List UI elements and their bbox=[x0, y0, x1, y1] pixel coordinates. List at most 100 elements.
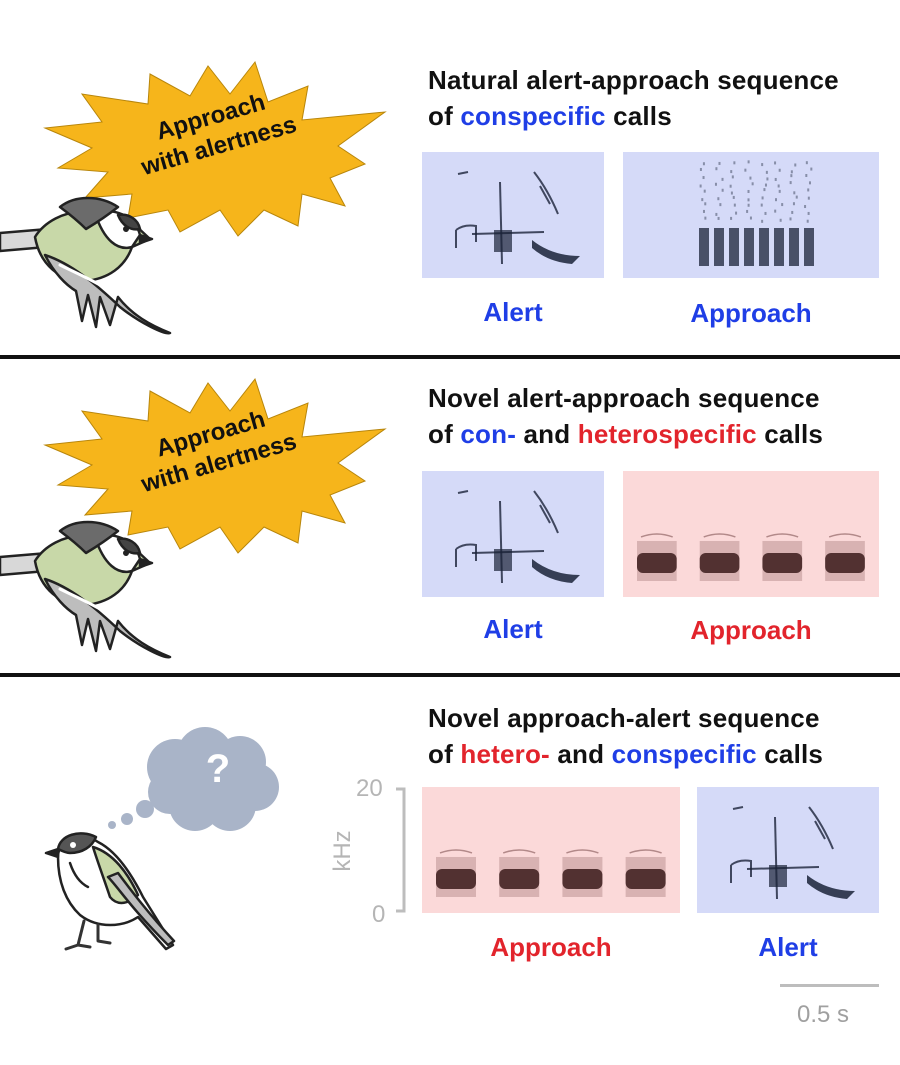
harmonic-speck bbox=[777, 184, 780, 188]
panel-heading: Natural alert-approach sequence of consp… bbox=[428, 62, 839, 134]
heading-text: calls bbox=[756, 739, 824, 769]
heading-line-1: Novel approach-alert sequence bbox=[428, 703, 820, 733]
alert-trace bbox=[494, 230, 512, 252]
note-shadow bbox=[637, 540, 677, 581]
harmonic-speck bbox=[764, 211, 767, 215]
harmonic-trace bbox=[640, 533, 673, 538]
harmonic-speck bbox=[744, 168, 747, 172]
question-mark: ? bbox=[205, 747, 231, 791]
harmonic-speck bbox=[795, 195, 798, 199]
harmonic-speck bbox=[699, 184, 702, 188]
harmonic-trace bbox=[439, 849, 473, 854]
axis-ymin-label: 0 bbox=[372, 901, 386, 928]
harmonic-speck bbox=[718, 161, 721, 165]
harmonic-trace bbox=[703, 533, 736, 538]
alert-trace bbox=[457, 171, 469, 175]
harmonic-speck bbox=[763, 188, 766, 192]
harmonic-trace bbox=[566, 849, 599, 854]
harmonic-speck bbox=[715, 167, 718, 171]
approach-note bbox=[762, 552, 803, 573]
alert-trace bbox=[732, 806, 744, 810]
alert-trace bbox=[455, 543, 477, 567]
panel-natural-sequence: Approach with alertness Natural alert-ap… bbox=[0, 0, 900, 355]
approach-note bbox=[729, 228, 739, 266]
heading-line-1: Natural alert-approach sequence bbox=[428, 65, 839, 95]
harmonic-speck bbox=[790, 170, 793, 174]
heading-text: calls bbox=[605, 101, 672, 131]
harmonic-speck bbox=[805, 161, 808, 165]
frequency-axis bbox=[396, 787, 406, 913]
axis-ymax-label: 20 bbox=[356, 775, 383, 802]
approach-note bbox=[825, 552, 865, 573]
harmonic-speck bbox=[789, 181, 792, 185]
burst-shape bbox=[43, 377, 387, 554]
approach-note bbox=[744, 228, 754, 266]
harmonic-speck bbox=[778, 189, 781, 193]
spectrogram-approach bbox=[422, 787, 680, 913]
harmonic-speck bbox=[781, 203, 784, 207]
heading-heterospecific: heterospecific bbox=[577, 419, 757, 449]
harmonic-speck bbox=[733, 161, 736, 165]
spectrogram-alert bbox=[697, 787, 879, 913]
harmonic-speck bbox=[746, 209, 749, 213]
heading-line-2: of hetero- and conspecific calls bbox=[428, 736, 823, 772]
harmonic-speck bbox=[808, 181, 811, 185]
heading-conspecific: con- bbox=[460, 419, 517, 449]
alert-trace bbox=[539, 185, 551, 205]
alert-trace bbox=[457, 490, 469, 494]
approach-note bbox=[625, 868, 666, 889]
harmonic-speck bbox=[747, 198, 750, 202]
approach-note bbox=[699, 228, 709, 266]
harmonic-speck bbox=[764, 183, 767, 187]
harmonic-speck bbox=[774, 177, 777, 181]
harmonic-speck bbox=[704, 202, 707, 206]
heading-text: of bbox=[428, 101, 461, 131]
divider bbox=[0, 673, 900, 677]
alert-trace bbox=[730, 859, 752, 883]
flying-bird-illustration bbox=[0, 520, 172, 659]
heading-line-1: Novel alert-approach sequence bbox=[428, 383, 820, 413]
harmonic-speck bbox=[729, 184, 732, 188]
burst-callout bbox=[43, 377, 387, 554]
harmonic-speck bbox=[733, 203, 736, 207]
harmonic-speck bbox=[721, 177, 724, 181]
alert-trace bbox=[533, 490, 559, 534]
spectrogram-trace bbox=[637, 533, 865, 581]
harmonic-speck bbox=[761, 196, 764, 200]
harmonic-speck bbox=[790, 174, 793, 178]
harmonic-trace bbox=[502, 849, 536, 854]
time-scale-label: 0.5 s bbox=[797, 1001, 850, 1028]
harmonic-speck bbox=[715, 212, 718, 216]
harmonic-speck bbox=[792, 202, 795, 206]
harmonic-speck bbox=[699, 167, 702, 171]
spectrogram-label-approach: Approach bbox=[690, 615, 812, 645]
heading-text: of bbox=[428, 739, 461, 769]
approach-note bbox=[637, 552, 677, 573]
burst-shape bbox=[43, 60, 387, 237]
note-shadow bbox=[499, 856, 540, 897]
harmonic-speck bbox=[730, 170, 733, 174]
harmonic-speck bbox=[810, 167, 813, 171]
spectrogram-alert bbox=[422, 471, 604, 597]
heading-conspecific: conspecific bbox=[460, 101, 606, 131]
approach-note bbox=[759, 228, 769, 266]
harmonic-speck bbox=[807, 188, 810, 192]
spectrogram-alert bbox=[422, 152, 604, 278]
alert-trace bbox=[814, 820, 826, 840]
harmonic-speck bbox=[804, 205, 807, 209]
flying-bird-illustration bbox=[0, 196, 172, 335]
spectrogram-approach bbox=[623, 471, 879, 597]
harmonic-speck bbox=[721, 188, 724, 192]
alert-trace bbox=[539, 504, 551, 524]
approach-note bbox=[714, 228, 724, 266]
alert-trace bbox=[532, 559, 580, 583]
spectrogram-trace bbox=[699, 160, 814, 266]
perched-bird-illustration bbox=[44, 832, 176, 951]
approach-note bbox=[789, 228, 799, 266]
harmonic-trace bbox=[828, 533, 862, 538]
harmonic-speck bbox=[703, 189, 706, 193]
harmonic-speck bbox=[778, 168, 781, 172]
note-shadow bbox=[762, 540, 803, 581]
harmonic-speck bbox=[717, 216, 720, 220]
harmonic-speck bbox=[719, 203, 722, 207]
